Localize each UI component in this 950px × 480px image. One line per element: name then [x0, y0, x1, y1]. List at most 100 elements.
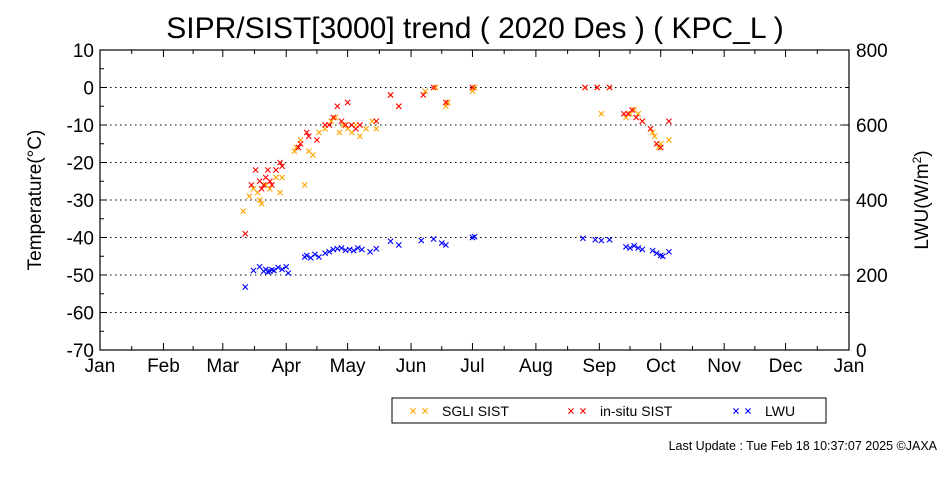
data-point-in-situ-sist	[277, 159, 284, 166]
data-point-lwu	[631, 242, 638, 249]
data-point-in-situ-sist	[629, 107, 636, 113]
data-point-sgli-sist	[432, 84, 439, 91]
y-axis-title-right-close: )	[912, 150, 933, 156]
data-point-sgli-sist	[422, 88, 429, 95]
data-point-in-situ-sist	[665, 118, 672, 125]
y-tick-label-right: 200	[856, 266, 888, 287]
y-tick-label-right: 0	[856, 341, 867, 362]
y-tick-label-right: 600	[856, 116, 888, 137]
data-point-in-situ-sist	[387, 92, 394, 98]
data-point-lwu	[322, 250, 329, 257]
legend-marker	[733, 408, 739, 414]
data-point-in-situ-sist	[430, 84, 437, 91]
data-point-sgli-sist	[444, 99, 451, 106]
data-point-lwu	[635, 245, 642, 251]
data-point-lwu	[659, 253, 666, 260]
x-tick-label: Jan	[834, 356, 865, 377]
data-point-in-situ-sist	[242, 230, 249, 237]
data-point-in-situ-sist	[395, 103, 402, 110]
data-point-sgli-sist	[655, 144, 662, 151]
data-point-lwu	[242, 284, 249, 290]
y-axis-title-right: LWU(W/m2)	[910, 150, 933, 249]
plot-frame	[99, 49, 850, 351]
data-point-sgli-sist	[651, 133, 658, 140]
data-point-sgli-sist	[309, 152, 316, 158]
data-point-lwu	[653, 250, 660, 257]
left-axis-tick-labels: 10 0 -10 -20 -30 -40 -50 -60 -70	[67, 41, 94, 362]
data-point-sgli-sist	[336, 129, 343, 136]
data-point-in-situ-sist	[295, 144, 302, 151]
legend-marker	[410, 408, 416, 414]
data-point-lwu	[354, 245, 361, 251]
data-point-in-situ-sist	[639, 118, 646, 125]
gridlines	[100, 86, 849, 314]
y-axis-title-right-base: LWU(W/m	[912, 163, 933, 249]
data-point-in-situ-sist	[260, 182, 267, 188]
x-tick-label: May	[330, 356, 366, 377]
chart-title: SIPR/SIST[3000] trend ( 2020 Des ) ( KPC…	[166, 12, 784, 45]
data-point-lwu	[303, 252, 310, 259]
series-in-situ-sist	[242, 84, 672, 237]
data-point-lwu	[367, 248, 374, 255]
data-point-in-situ-sist	[264, 167, 271, 173]
legend-item-lwu: LWU	[733, 403, 795, 419]
data-point-in-situ-sist	[606, 84, 613, 91]
legend-marker	[580, 408, 586, 414]
data-point-in-situ-sist	[342, 122, 349, 128]
data-point-in-situ-sist	[297, 140, 304, 147]
data-point-in-situ-sist	[344, 99, 351, 106]
data-point-sgli-sist	[332, 114, 339, 121]
y-tick-label-left: -60	[67, 304, 94, 325]
y-tick-label-left: -10	[67, 116, 94, 137]
data-point-lwu	[275, 264, 282, 271]
data-point-sgli-sist	[315, 129, 322, 136]
x-tick-label: Feb	[147, 356, 180, 377]
axis-ticks	[99, 49, 850, 351]
data-point-lwu	[649, 247, 656, 254]
data-point-lwu	[606, 236, 613, 243]
data-point-lwu	[627, 245, 634, 251]
y-tick-label-left: -30	[67, 191, 94, 212]
x-tick-label: Jun	[396, 356, 427, 377]
data-point-lwu	[665, 248, 672, 255]
series-lwu	[242, 233, 672, 290]
data-point-in-situ-sist	[633, 114, 640, 121]
y-tick-label-left: 10	[73, 41, 94, 62]
data-point-in-situ-sist	[420, 92, 427, 98]
data-point-in-situ-sist	[373, 118, 380, 125]
right-axis-tick-labels: 800 600 400 200 0	[856, 41, 888, 362]
x-tick-label: Nov	[707, 356, 741, 377]
data-point-in-situ-sist	[268, 182, 275, 188]
data-point-in-situ-sist	[248, 182, 255, 188]
y-tick-label-left: -40	[67, 229, 94, 250]
data-point-lwu	[270, 267, 277, 274]
x-tick-label: Oct	[646, 356, 676, 377]
legend: SGLI SIST in-situ SIST LWU	[391, 397, 827, 424]
data-point-lwu	[622, 243, 629, 250]
x-tick-label: Jan	[85, 356, 116, 377]
data-point-lwu	[598, 237, 605, 244]
y-axis-title-left: Temperature(°C)	[25, 130, 46, 271]
data-point-sgli-sist	[301, 182, 308, 188]
data-point-in-situ-sist	[303, 129, 310, 136]
data-point-lwu	[438, 240, 445, 247]
x-axis-tick-labels: Jan Feb Mar Apr May Jun Jul Aug Sep Oct Nov Dec Jan	[85, 356, 865, 377]
data-point-in-situ-sist	[356, 122, 363, 128]
data-point-sgli-sist	[277, 189, 284, 196]
data-point-lwu	[350, 247, 357, 254]
data-point-lwu	[346, 246, 353, 253]
data-point-in-situ-sist	[469, 84, 476, 91]
y-axis-title-right-sup: 2	[910, 156, 924, 163]
data-point-in-situ-sist	[442, 99, 449, 106]
last-update-label: Last Update : Tue Feb 18 10:37:07 2025 ©…	[669, 439, 938, 453]
legend-item-in-situ-sist: in-situ SIST	[568, 403, 673, 419]
data-point-sgli-sist	[273, 174, 279, 181]
data-point-in-situ-sist	[582, 84, 588, 91]
data-point-lwu	[250, 267, 257, 274]
data-point-lwu	[395, 242, 402, 248]
data-point-sgli-sist	[635, 110, 642, 117]
data-point-sgli-sist	[373, 125, 380, 132]
series-sgli-sist	[240, 84, 672, 215]
legend-marker	[422, 408, 428, 414]
